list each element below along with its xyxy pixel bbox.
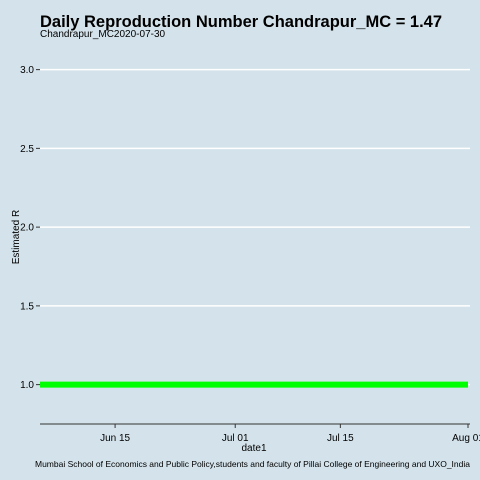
y-axis-title: Estimated R	[11, 210, 22, 264]
y-tick-label: 2.0	[20, 223, 34, 234]
x-tick-label: Jun 15	[100, 433, 130, 444]
y-tick-label: 3.0	[20, 65, 34, 76]
chart-title: Daily Reproduction Number Chandrapur_MC …	[40, 13, 442, 31]
y-tick-label: 1.0	[20, 380, 34, 391]
x-tick-label: Aug 01	[452, 433, 480, 444]
y-axis: 1.0 1.5 2.0 2.5 3.0	[20, 65, 40, 391]
y-tick-label: 2.5	[20, 144, 34, 155]
y-tick-label: 1.5	[20, 301, 34, 312]
chart-caption: Mumbai School of Economics and Public Po…	[35, 459, 470, 469]
x-axis-title: date1	[241, 443, 266, 454]
chart-subtitle: Chandrapur_MC2020-07-30	[40, 29, 166, 40]
x-tick-label: Jul 15	[327, 433, 354, 444]
x-tick-label: Jul 01	[222, 433, 249, 444]
x-axis: Jun 15 Jul 01 Jul 15 Aug 01	[40, 423, 480, 444]
